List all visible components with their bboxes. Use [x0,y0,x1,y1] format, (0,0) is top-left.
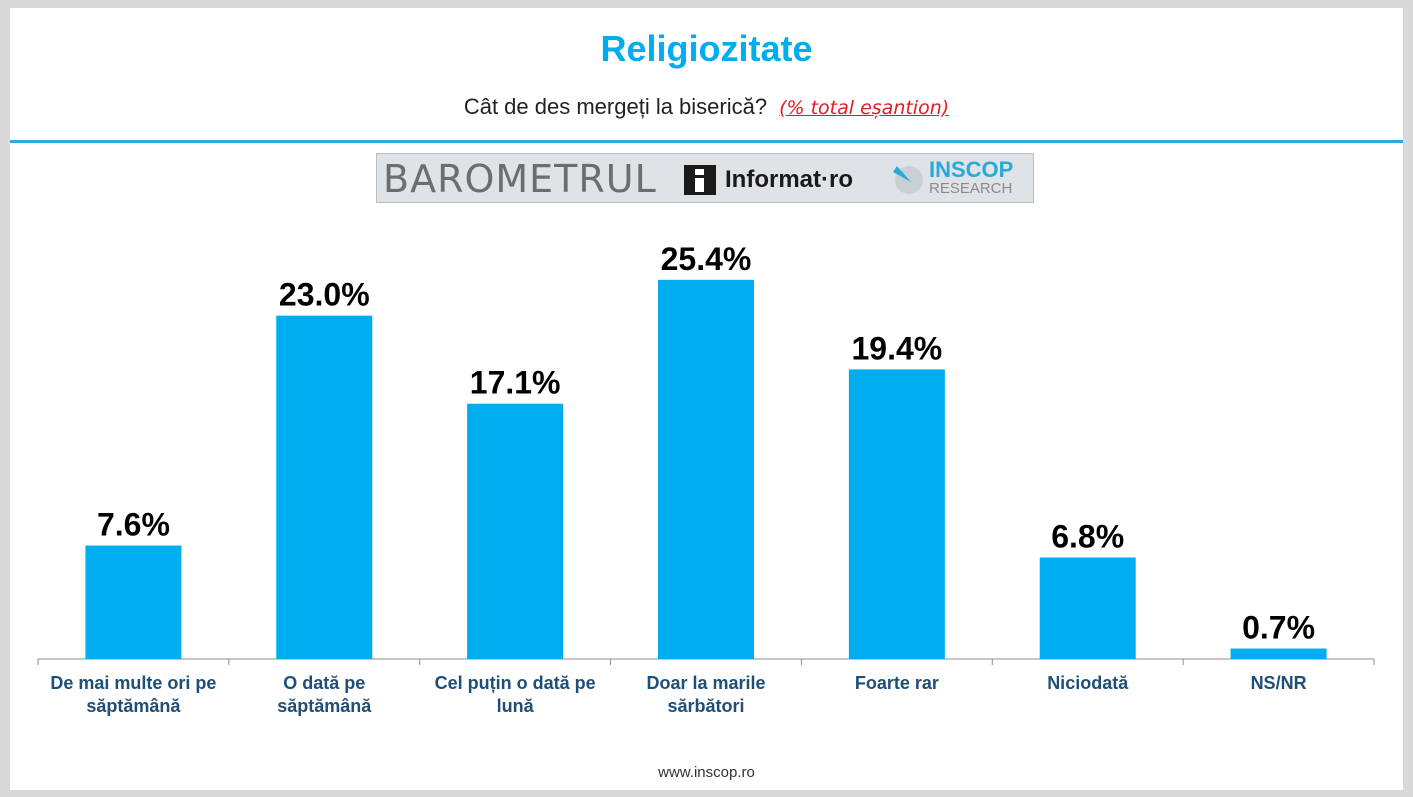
category-label-2: Cel puțin o dată pe lună [435,673,596,716]
footer-url: www.inscop.ro [658,764,755,781]
informat-i-icon [684,165,716,195]
barometer-banner: BAROMETRUL Informat·ro INSCOP RESEARCH [376,153,1034,203]
question-text: Cât de des mergeți la biserică? [463,94,768,119]
category-label-line: O dată pe [283,673,365,693]
category-label-line: sărbători [667,696,744,716]
research-logo-text: RESEARCH [929,180,1013,197]
slide: Religiozitate Cât de des mergeți la bise… [10,8,1403,790]
category-label-line: Doar la marile [646,673,765,693]
category-label-line: săptămână [277,696,372,716]
bar-chart: 7.6% De mai multe ori pe săptămână 23.0% O d… [37,241,1375,716]
data-label-4: 19.4% [851,330,942,366]
bar-4 [848,369,945,659]
category-label-1: O dată pe săptămână [277,673,372,716]
category-label-3: Doar la marile sărbători [646,673,765,716]
inscop-logo-icon [893,166,923,194]
data-label-6: 0.7% [1242,610,1315,646]
bar-1 [276,315,373,659]
data-label-0: 7.6% [97,507,170,543]
category-label-4: Foarte rar [855,673,939,693]
category-label-5: Niciodată [1047,673,1129,693]
category-label-line: Niciodată [1047,673,1129,693]
sample-note: (% total eșantion) [779,97,950,119]
category-label-6: NS/NR [1251,673,1307,693]
category-label-line: NS/NR [1251,673,1307,693]
chart-title: Religiozitate [600,28,813,69]
category-label-line: Cel puțin o dată pe [435,673,596,693]
bar-6 [1230,648,1327,659]
chart-subtitle: Cât de des mergeți la biserică? (% total … [10,94,1403,120]
inscop-logo-text: INSCOP [929,157,1014,182]
category-label-line: Foarte rar [855,673,939,693]
category-label-line: De mai multe ori pe [50,673,216,693]
bar-0 [85,545,182,659]
data-label-1: 23.0% [279,277,370,313]
data-label-2: 17.1% [470,365,561,401]
category-label-0: De mai multe ori pe săptămână [50,673,216,716]
bar-3 [658,279,754,659]
category-label-line: săptămână [86,696,181,716]
category-label-line: lună [497,696,535,716]
data-label-5: 6.8% [1051,518,1124,554]
barometrul-logo-text: BAROMETRUL [383,157,657,201]
bar-5 [1039,557,1136,659]
header-divider [10,140,1403,143]
informat-logo-text: Informat·ro [725,166,853,193]
bar-2 [467,403,564,659]
data-label-3: 25.4% [661,241,752,277]
